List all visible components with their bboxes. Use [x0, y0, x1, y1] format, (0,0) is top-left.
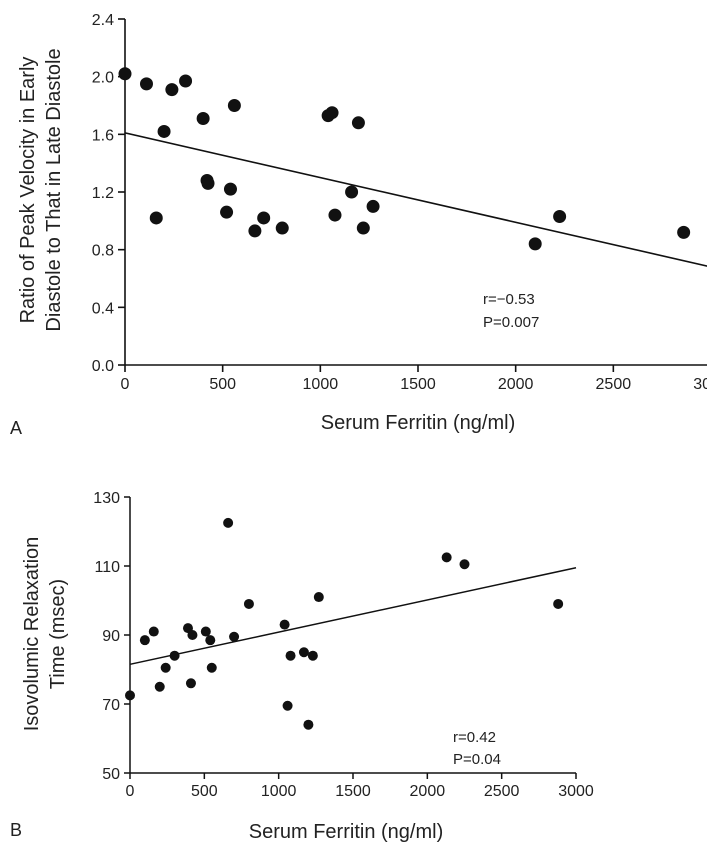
- panel-a-data-point: [677, 225, 691, 239]
- panel-b-ytick-label: 70: [102, 697, 120, 714]
- panel-b-axes: 50 70 90 110 130 0 500 1000 1500 2000 2500 3000: [93, 490, 594, 800]
- panel-b-regression-line: [129, 566, 577, 666]
- panel-a-data-point: [328, 208, 342, 222]
- panel-a-data-point: [366, 199, 380, 213]
- panel-b-ylabel-line-2: Time (msec): [47, 579, 69, 689]
- panel-b-data-point: [459, 559, 470, 570]
- panel-b-data-point: [553, 598, 564, 609]
- panel-b-xtick-label: 0: [126, 783, 135, 800]
- panel-b-data-point: [229, 631, 240, 642]
- panel-b-chart: Isovolumic Relaxation Time (msec) 50 70 90…: [10, 490, 594, 843]
- panel-b-marks: [125, 517, 577, 730]
- panel-a-data-point: [220, 205, 234, 219]
- panel-b-xtick-label: 2000: [410, 783, 446, 800]
- panel-b-data-point: [200, 626, 211, 637]
- panel-a-xlabel: Serum Ferritin (ng/ml): [321, 412, 515, 434]
- panel-a-data-point: [553, 210, 567, 224]
- panel-b-data-point: [441, 552, 452, 563]
- panel-b-data-point: [298, 647, 309, 658]
- panel-b-xlabel: Serum Ferritin (ng/ml): [249, 821, 443, 843]
- panel-b-ytick-label: 50: [102, 766, 120, 783]
- panel-b-ytick-label: 110: [94, 559, 120, 576]
- panel-b-data-point: [282, 700, 293, 711]
- panel-b-data-point: [303, 719, 314, 730]
- panel-a-stat-p: P=0.007: [483, 314, 539, 331]
- panel-a-xtick-label: 1500: [400, 376, 436, 393]
- panel-a-chart: Ratio of Peak Velocity in Early Diastole…: [10, 12, 707, 438]
- panel-a-xtick-label: 2500: [596, 376, 632, 393]
- panel-b-xtick-label: 1000: [261, 783, 297, 800]
- panel-a-data-point: [223, 182, 237, 196]
- panel-b-xtick-label: 1500: [335, 783, 371, 800]
- panel-a-data-point: [528, 237, 542, 251]
- panel-b-data-point: [169, 650, 180, 661]
- panel-a-marks: [118, 67, 707, 267]
- panel-a-data-point: [227, 99, 241, 112]
- panel-a-data-point: [356, 221, 370, 235]
- panel-a-ylabel-line-2: Diastole to That in Late Diastole: [43, 48, 65, 331]
- panel-a-data-point: [351, 116, 365, 130]
- panel-a-data-point: [157, 124, 171, 138]
- panel-b-ytick-label: 130: [93, 490, 120, 507]
- panel-a-ytick-label: 0.8: [92, 243, 114, 260]
- panel-b-data-point: [160, 662, 171, 673]
- panel-a-ytick-label: 1.2: [92, 185, 114, 202]
- panel-b-data-point: [125, 690, 135, 701]
- panel-b-ylabel-line-1: Isovolumic Relaxation: [21, 537, 43, 732]
- panel-a-xtick-label: 3000: [693, 376, 707, 393]
- panel-b-data-point: [187, 630, 198, 640]
- panel-a-data-point: [201, 176, 215, 190]
- panel-a-data-point: [325, 106, 339, 120]
- panel-b-stat-r: r=0.42: [453, 729, 496, 746]
- panel-b-data-point: [307, 650, 318, 661]
- panel-a-ytick-label: 2.4: [92, 12, 114, 29]
- panel-a-data-point: [179, 74, 193, 88]
- panel-a-ytick-label: 0.0: [92, 358, 114, 375]
- panel-b-stat-p: P=0.04: [453, 751, 501, 768]
- panel-b-xtick-label: 500: [191, 783, 218, 800]
- panel-a-data-point: [345, 185, 359, 199]
- panel-a-data-point: [248, 224, 262, 238]
- panel-a-letter: A: [10, 418, 22, 438]
- panel-b-xtick-label: 2500: [484, 783, 520, 800]
- panel-a-data-point: [196, 111, 210, 125]
- panel-a-data-point: [165, 83, 179, 97]
- panel-a-ylabel-line-1: Ratio of Peak Velocity in Early: [17, 57, 39, 324]
- panel-b-data-point: [139, 635, 150, 646]
- panel-b-data-point: [206, 662, 217, 673]
- panel-a-xtick-label: 0: [121, 376, 130, 393]
- panel-a-data-point: [149, 211, 163, 225]
- panel-a-data-point: [257, 211, 271, 225]
- panel-b-data-point: [285, 650, 296, 661]
- panel-a-ytick-label: 0.4: [92, 300, 114, 317]
- panel-a-xtick-label: 1000: [303, 376, 339, 393]
- panel-b-data-point: [185, 678, 196, 689]
- panel-b-xtick-label: 3000: [558, 783, 594, 800]
- panel-a-data-point: [118, 67, 132, 81]
- panel-b-data-point: [148, 626, 159, 637]
- panel-a-data-point: [139, 77, 153, 91]
- panel-b-data-point: [279, 619, 290, 630]
- panel-b-data-point: [154, 681, 165, 692]
- panel-a-ytick-label: 2.0: [92, 70, 114, 87]
- panel-b-letter: B: [10, 820, 22, 840]
- panel-b-ytick-label: 90: [102, 628, 120, 645]
- panel-a-ytick-label: 1.6: [92, 127, 114, 144]
- panel-a-xtick-label: 500: [209, 376, 236, 393]
- panel-b-data-point: [205, 635, 216, 646]
- panel-a-stat-r: r=−0.53: [483, 291, 535, 308]
- panel-b-data-point: [223, 517, 234, 528]
- panel-a-axes: 0.0 0.4 0.8 1.2 1.6 2.0 2.4 0 500 1000 1500 2000 250…: [92, 12, 707, 393]
- panel-a-regression-line: [124, 132, 707, 267]
- panel-a-data-point: [275, 221, 289, 235]
- panel-a-xtick-label: 2000: [498, 376, 534, 393]
- panel-b-data-point: [313, 592, 324, 603]
- panel-b-data-point: [243, 598, 254, 609]
